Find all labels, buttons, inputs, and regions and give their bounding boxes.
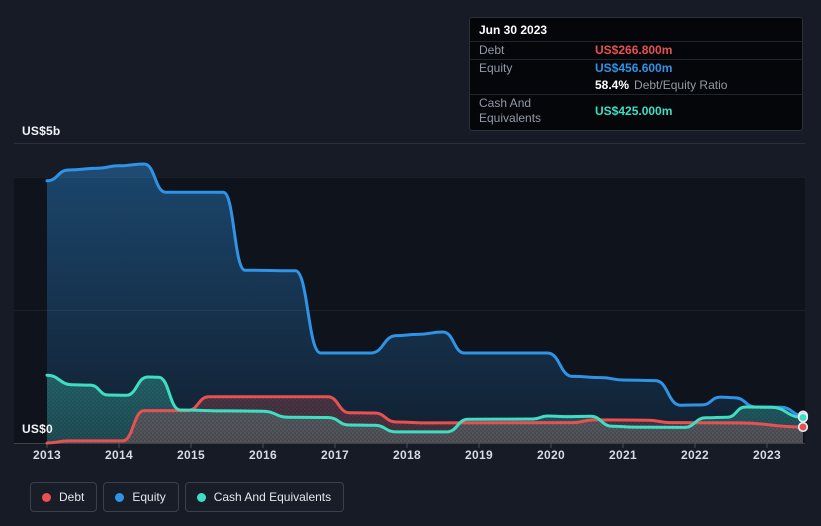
x-axis-label-2019: 2019 — [465, 448, 493, 462]
legend-item-label: Cash And Equivalents — [213, 490, 332, 504]
x-axis-label-2013: 2013 — [33, 448, 61, 462]
x-axis-label-2017: 2017 — [321, 448, 349, 462]
end-marker-cash-and-equivalents — [797, 412, 809, 423]
x-axis-label-2015: 2015 — [177, 448, 205, 462]
y-axis-max-label: US$5b — [22, 124, 61, 138]
area-texture-debt — [47, 396, 803, 443]
tooltip-debt-value: US$266.800m — [595, 43, 673, 57]
x-axis-label-2018: 2018 — [393, 448, 421, 462]
legend-item-equity[interactable]: Equity — [103, 482, 179, 512]
tooltip-row-cash: Cash And Equivalents US$425.000m — [470, 94, 802, 130]
tooltip-ratio-value: 58.4% — [595, 78, 630, 92]
end-marker-debt — [797, 421, 809, 433]
cash-and-equivalents-legend-dot-icon — [196, 492, 206, 502]
y-axis-zero-label: US$0 — [22, 422, 53, 436]
tooltip-debt-label: Debt — [479, 43, 505, 57]
legend-item-cash-and-equivalents[interactable]: Cash And Equivalents — [184, 482, 345, 512]
tooltip-row-ratio: 58.4% Debt/Equity Ratio — [470, 77, 802, 94]
tooltip-cash-value: US$425.000m — [595, 103, 673, 118]
gridlines — [14, 143, 805, 444]
line-equity — [45, 162, 805, 418]
x-axis-ticks — [46, 443, 768, 448]
x-axis-label-2022: 2022 — [681, 448, 709, 462]
tooltip-equity-value: US$456.600m — [595, 61, 673, 75]
series-areas — [47, 164, 803, 443]
chart-tooltip: Jun 30 2023 Debt US$266.800m Equity US$4… — [469, 17, 803, 131]
tooltip-ratio-label: Debt/Equity Ratio — [634, 78, 728, 92]
area-equity — [47, 164, 803, 443]
tooltip-date: Jun 30 2023 — [470, 18, 802, 42]
series-lines — [45, 162, 805, 445]
debt-legend-dot-icon — [42, 492, 51, 502]
tooltip-row-debt: Debt US$266.800m — [470, 42, 802, 59]
x-axis-label-2014: 2014 — [105, 448, 133, 462]
tooltip-cash-label: Cash And Equivalents — [479, 96, 542, 125]
line-debt — [45, 395, 805, 445]
equity-legend-dot-icon — [115, 492, 125, 502]
x-axis-label-2016: 2016 — [249, 448, 277, 462]
line-cash-and-equivalents — [45, 373, 805, 434]
legend-item-label: Equity — [132, 490, 166, 504]
x-axis-label-2021: 2021 — [609, 448, 637, 462]
legend-item-label: Debt — [59, 490, 85, 504]
tooltip-equity-label: Equity — [479, 61, 513, 75]
series-end-markers — [797, 410, 809, 433]
x-axis-label-2020: 2020 — [537, 448, 565, 462]
chart-legend: Debt Equity Cash And Equivalents — [30, 482, 345, 512]
x-axis-label-2023: 2023 — [753, 448, 781, 462]
tooltip-row-equity: Equity US$456.600m — [470, 59, 802, 77]
legend-item-debt[interactable]: Debt — [30, 482, 98, 512]
